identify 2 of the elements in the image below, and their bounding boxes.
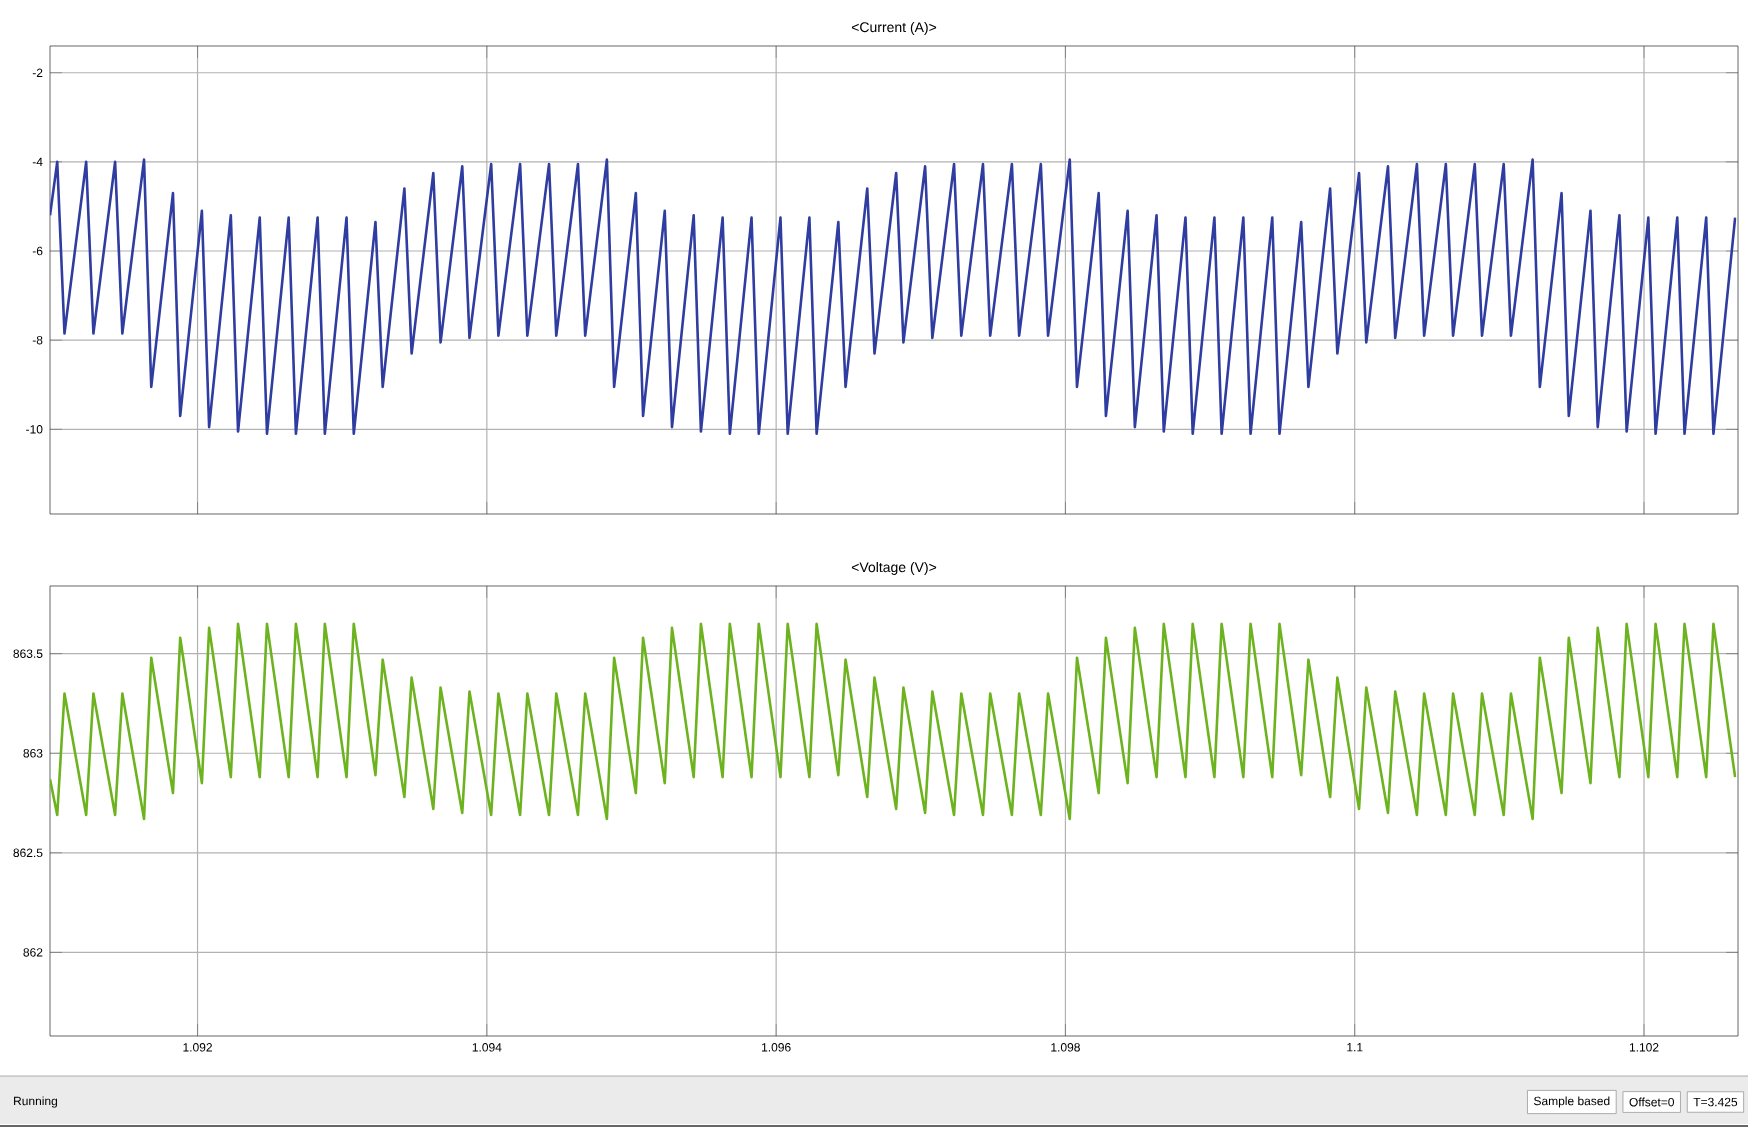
line-series bbox=[50, 158, 1737, 436]
line-series bbox=[50, 622, 1737, 821]
